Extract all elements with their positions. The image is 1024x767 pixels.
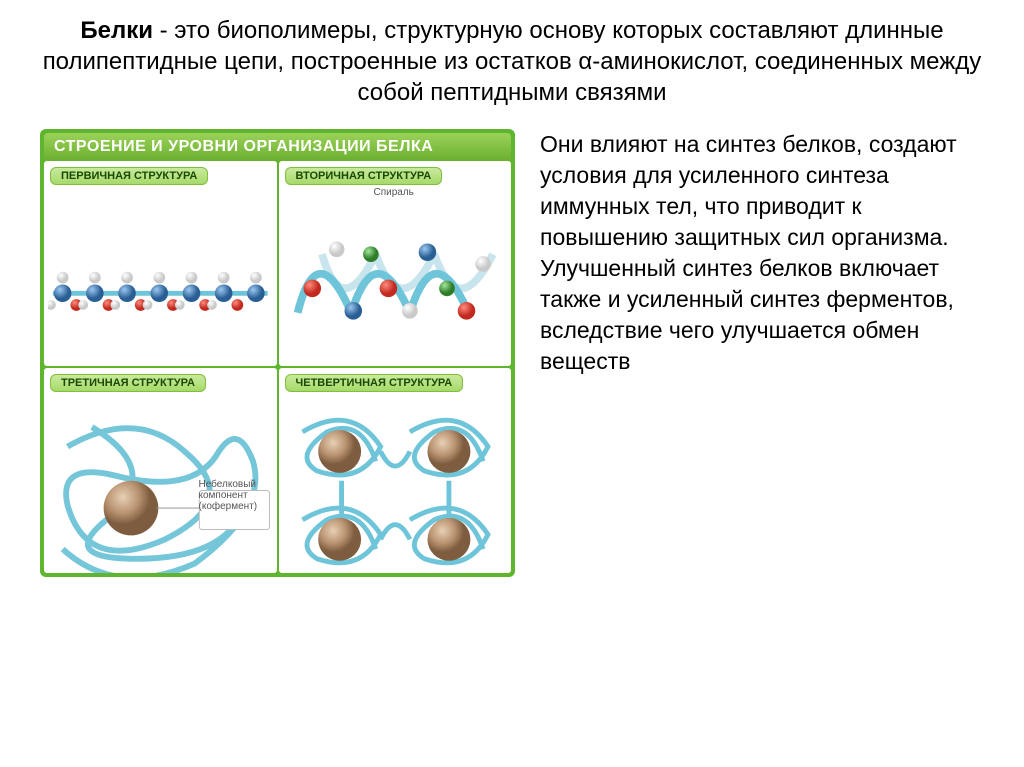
- cell-label-secondary: ВТОРИЧНАЯ СТРУКТУРА: [285, 167, 443, 185]
- cofactor-line-2: компонент: [199, 490, 271, 501]
- secondary-structure-illustration: [283, 185, 508, 366]
- cell-primary: ПЕРВИЧНАЯ СТРУКТУРА: [44, 161, 277, 366]
- cofactor-line-1: Небелковый: [199, 479, 271, 490]
- diagram-frame: СТРОЕНИЕ И УРОВНИ ОРГАНИЗАЦИИ БЕЛКА ПЕРВ…: [40, 129, 515, 577]
- caption-spiral: Спираль: [374, 187, 414, 198]
- protein-structure-diagram: СТРОЕНИЕ И УРОВНИ ОРГАНИЗАЦИИ БЕЛКА ПЕРВ…: [40, 129, 515, 577]
- cell-secondary: ВТОРИЧНАЯ СТРУКТУРА Спираль: [279, 161, 512, 366]
- cofactor-line-3: (кофермент): [199, 501, 271, 512]
- term: Белки: [80, 17, 153, 44]
- heading-rest: - это биополимеры, структурную основу ко…: [43, 17, 982, 106]
- cell-label-tertiary: ТРЕТИЧНАЯ СТРУКТУРА: [50, 374, 206, 392]
- page-heading: Белки - это биополимеры, структурную осн…: [40, 15, 984, 109]
- cell-label-primary: ПЕРВИЧНАЯ СТРУКТУРА: [50, 167, 208, 185]
- caption-cofactor: Небелковый компонент (кофермент): [199, 479, 271, 512]
- main-row: СТРОЕНИЕ И УРОВНИ ОРГАНИЗАЦИИ БЕЛКА ПЕРВ…: [40, 129, 984, 577]
- cell-label-quaternary: ЧЕТВЕРТИЧНАЯ СТРУКТУРА: [285, 374, 464, 392]
- cell-quaternary: ЧЕТВЕРТИЧНАЯ СТРУКТУРА: [279, 368, 512, 573]
- diagram-grid: ПЕРВИЧНАЯ СТРУКТУРА: [44, 161, 511, 573]
- body-paragraph: Они влияют на синтез белков, создают усл…: [540, 129, 984, 377]
- primary-structure-illustration: [48, 185, 273, 366]
- diagram-title: СТРОЕНИЕ И УРОВНИ ОРГАНИЗАЦИИ БЕЛКА: [44, 133, 511, 161]
- cell-tertiary: ТРЕТИЧНАЯ СТРУКТУРА: [44, 368, 277, 573]
- quaternary-structure-illustration: [283, 392, 508, 573]
